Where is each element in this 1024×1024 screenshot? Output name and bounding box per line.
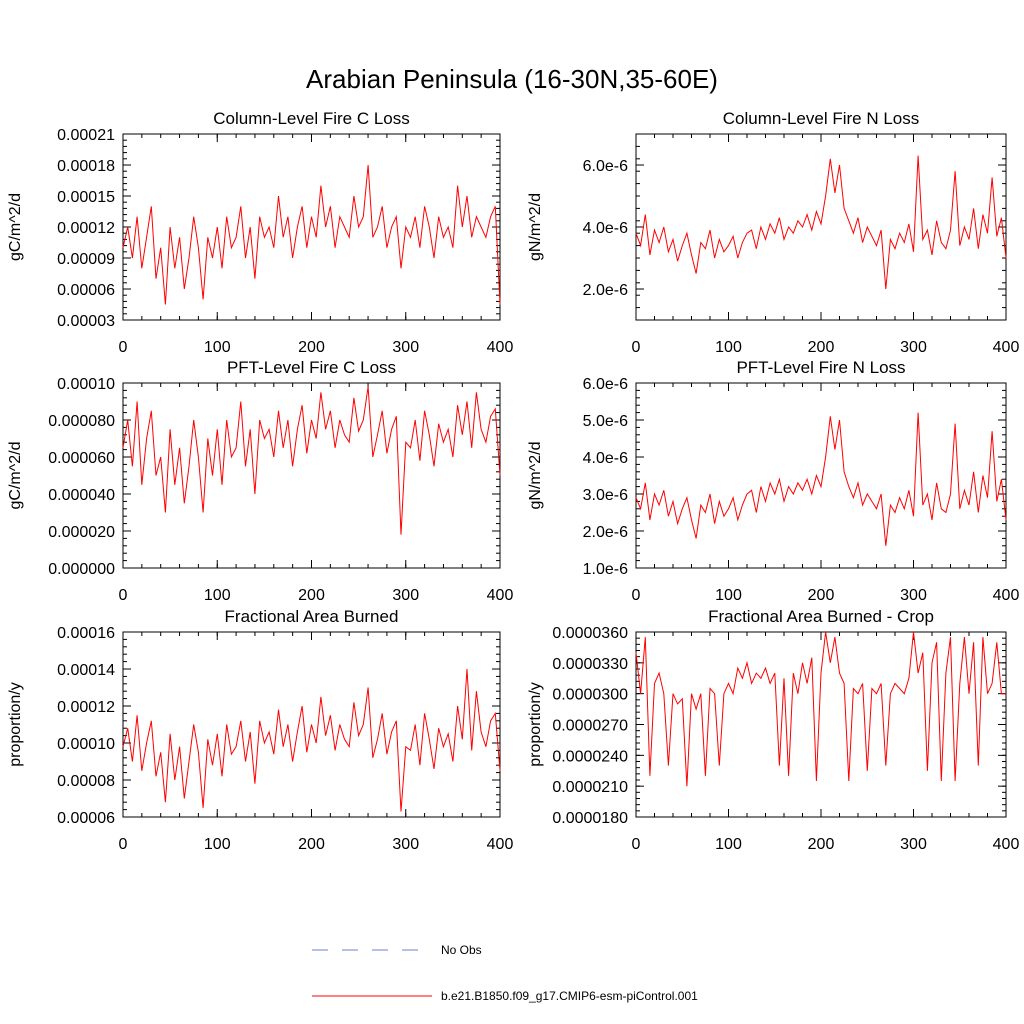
plot-frame bbox=[635, 631, 1007, 818]
x-tick-label: 300 bbox=[900, 339, 927, 356]
y-tick-label: 0.000060 bbox=[48, 450, 115, 467]
x-tick-label: 0 bbox=[632, 836, 641, 853]
panel-title: Fractional Area Burned - Crop bbox=[708, 607, 934, 626]
panel-title: Fractional Area Burned bbox=[225, 607, 399, 626]
y-tick-label: 6.0e-6 bbox=[583, 158, 628, 175]
x-tick-label: 200 bbox=[298, 836, 325, 853]
y-tick-label: 0.000000 bbox=[48, 561, 115, 578]
series-line bbox=[122, 164, 501, 305]
chart-panel-4: 0 100 200 300 400 1.0e-6 2.0e-6 3.0e-6 4.0e-6 5.0… bbox=[527, 358, 1019, 604]
y-tick-label: 6.0e-6 bbox=[583, 376, 628, 393]
y-axis-label: gC/m^2/d bbox=[7, 193, 24, 261]
y-tick-label: 4.0e-6 bbox=[583, 220, 628, 237]
chart-panel-2: 0 100 200 300 400 2.0e-6 4.0e-6 6.0e-6 Column-Le… bbox=[527, 109, 1019, 356]
chart-panel-5: 0 100 200 300 400 0.00006 0.00008 0.00010 0.0001… bbox=[7, 607, 513, 853]
plot-frame bbox=[122, 382, 501, 569]
x-tick-label: 0 bbox=[632, 587, 641, 604]
y-axis-label: proportion/y bbox=[7, 682, 24, 767]
y-tick-label: 0.00012 bbox=[57, 220, 115, 237]
y-tick-label: 0.00016 bbox=[57, 625, 115, 642]
x-tick-label: 200 bbox=[298, 339, 325, 356]
y-tick-label: 0.000080 bbox=[48, 413, 115, 430]
y-tick-label: 0.0000270 bbox=[552, 718, 628, 735]
y-tick-label: 0.00018 bbox=[57, 158, 115, 175]
legend-no-obs-label: No Obs bbox=[441, 943, 482, 957]
y-tick-label: 0.0000210 bbox=[552, 779, 628, 796]
x-tick-label: 300 bbox=[900, 587, 927, 604]
y-tick-label: 0.00010 bbox=[57, 736, 115, 753]
x-tick-label: 400 bbox=[993, 339, 1020, 356]
y-tick-label: 1.0e-6 bbox=[583, 561, 628, 578]
legend-model-label: b.e21.B1850.f09_g17.CMIP6-esm-piControl.… bbox=[441, 989, 698, 1003]
x-tick-label: 200 bbox=[808, 339, 835, 356]
y-tick-label: 0.00021 bbox=[57, 127, 115, 144]
panel-title: PFT-Level Fire N Loss bbox=[736, 358, 905, 377]
series-line bbox=[635, 412, 1007, 546]
y-tick-label: 0.000020 bbox=[48, 524, 115, 541]
x-tick-label: 100 bbox=[715, 339, 742, 356]
x-tick-label: 200 bbox=[298, 587, 325, 604]
y-tick-label: 0.00008 bbox=[57, 773, 115, 790]
y-tick-label: 0.0000330 bbox=[552, 656, 628, 673]
series-line bbox=[635, 155, 1007, 290]
chart-panel-1: 0 100 200 300 400 0.00003 0.00006 0.00009 0.0001… bbox=[7, 109, 513, 356]
figure-title: Arabian Peninsula (16-30N,35-60E) bbox=[306, 64, 718, 94]
x-tick-label: 0 bbox=[119, 587, 128, 604]
y-tick-label: 0.000040 bbox=[48, 487, 115, 504]
x-tick-label: 400 bbox=[993, 587, 1020, 604]
x-tick-label: 300 bbox=[392, 587, 419, 604]
y-tick-label: 0.00014 bbox=[57, 662, 115, 679]
y-tick-label: 0.0000240 bbox=[552, 748, 628, 765]
x-tick-label: 300 bbox=[900, 836, 927, 853]
x-tick-label: 300 bbox=[392, 339, 419, 356]
y-tick-label: 0.00010 bbox=[57, 376, 115, 393]
series-line bbox=[122, 668, 501, 812]
x-tick-label: 0 bbox=[632, 339, 641, 356]
y-tick-label: 0.00015 bbox=[57, 189, 115, 206]
x-tick-label: 200 bbox=[808, 836, 835, 853]
y-tick-label: 3.0e-6 bbox=[583, 487, 628, 504]
x-tick-label: 100 bbox=[715, 587, 742, 604]
y-tick-label: 2.0e-6 bbox=[583, 524, 628, 541]
y-axis-label: gN/m^2/d bbox=[527, 442, 544, 510]
y-tick-label: 0.00003 bbox=[57, 313, 115, 330]
y-tick-label: 0.00009 bbox=[57, 251, 115, 268]
plot-frame bbox=[122, 133, 501, 321]
x-tick-label: 100 bbox=[204, 587, 231, 604]
y-tick-label: 0.00012 bbox=[57, 699, 115, 716]
y-tick-label: 0.0000360 bbox=[552, 625, 628, 642]
x-tick-label: 0 bbox=[119, 339, 128, 356]
x-tick-label: 400 bbox=[487, 836, 514, 853]
x-tick-label: 100 bbox=[715, 836, 742, 853]
y-axis-label: proportion/y bbox=[527, 682, 544, 767]
chart-panel-3: 0 100 200 300 400 0.000000 0.000020 0.000040 0.0… bbox=[7, 358, 513, 604]
y-tick-label: 0.0000300 bbox=[552, 687, 628, 704]
x-tick-label: 100 bbox=[204, 836, 231, 853]
series-line bbox=[635, 631, 1006, 787]
x-tick-label: 300 bbox=[392, 836, 419, 853]
panel-title: PFT-Level Fire C Loss bbox=[227, 358, 396, 377]
y-tick-label: 5.0e-6 bbox=[583, 413, 628, 430]
series-line bbox=[122, 386, 501, 535]
plot-frame bbox=[635, 382, 1007, 569]
y-tick-label: 0.00006 bbox=[57, 810, 115, 827]
y-tick-label: 2.0e-6 bbox=[583, 282, 628, 299]
x-tick-label: 100 bbox=[204, 339, 231, 356]
x-tick-label: 400 bbox=[993, 836, 1020, 853]
x-tick-label: 0 bbox=[119, 836, 128, 853]
x-tick-label: 200 bbox=[808, 587, 835, 604]
x-tick-label: 400 bbox=[487, 339, 514, 356]
panel-title: Column-Level Fire N Loss bbox=[723, 109, 920, 128]
y-axis-label: gN/m^2/d bbox=[527, 193, 544, 261]
panel-title: Column-Level Fire C Loss bbox=[213, 109, 410, 128]
y-tick-label: 0.00006 bbox=[57, 282, 115, 299]
y-tick-label: 4.0e-6 bbox=[583, 450, 628, 467]
chart-panel-6: 0 100 200 300 400 0.0000180 0.0000210 0.0000240… bbox=[527, 607, 1019, 853]
y-tick-label: 0.0000180 bbox=[552, 810, 628, 827]
legend: No Obs b.e21.B1850.f09_g17.CMIP6-esm-piC… bbox=[312, 943, 698, 1003]
x-tick-label: 400 bbox=[487, 587, 514, 604]
y-axis-label: gC/m^2/d bbox=[7, 442, 24, 510]
panels: 0 100 200 300 400 0.00003 0.00006 0.00009 0.0001… bbox=[7, 109, 1019, 853]
